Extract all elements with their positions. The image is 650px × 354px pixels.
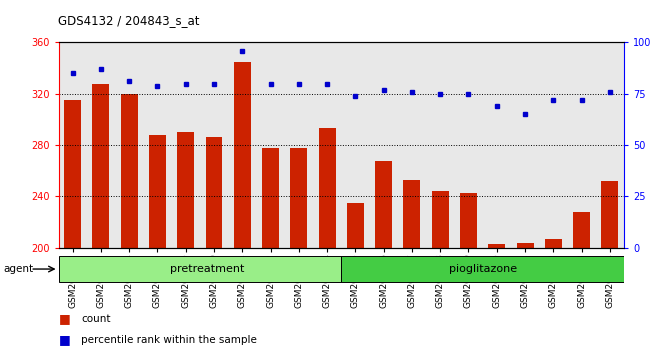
Bar: [205, 137, 222, 248]
Bar: [460, 193, 477, 248]
Bar: [404, 180, 421, 248]
Text: agent: agent: [3, 264, 33, 274]
Text: count: count: [81, 314, 110, 324]
Bar: [545, 239, 562, 248]
Bar: [347, 203, 364, 248]
Text: ■: ■: [58, 333, 70, 346]
Bar: [291, 148, 307, 248]
Bar: [262, 148, 279, 248]
Bar: [573, 212, 590, 248]
Text: ■: ■: [58, 312, 70, 325]
Bar: [121, 94, 138, 248]
Bar: [177, 132, 194, 248]
Bar: [234, 62, 251, 248]
Bar: [64, 100, 81, 248]
Bar: [341, 256, 624, 282]
Text: pioglitazone: pioglitazone: [448, 264, 517, 274]
Bar: [488, 244, 505, 248]
Bar: [58, 256, 341, 282]
Bar: [375, 161, 392, 248]
Bar: [318, 129, 335, 248]
Text: GDS4132 / 204843_s_at: GDS4132 / 204843_s_at: [58, 14, 200, 27]
Bar: [92, 84, 109, 248]
Bar: [601, 181, 618, 248]
Bar: [149, 135, 166, 248]
Bar: [517, 243, 534, 248]
Text: percentile rank within the sample: percentile rank within the sample: [81, 335, 257, 345]
Text: pretreatment: pretreatment: [170, 264, 244, 274]
Bar: [432, 191, 448, 248]
